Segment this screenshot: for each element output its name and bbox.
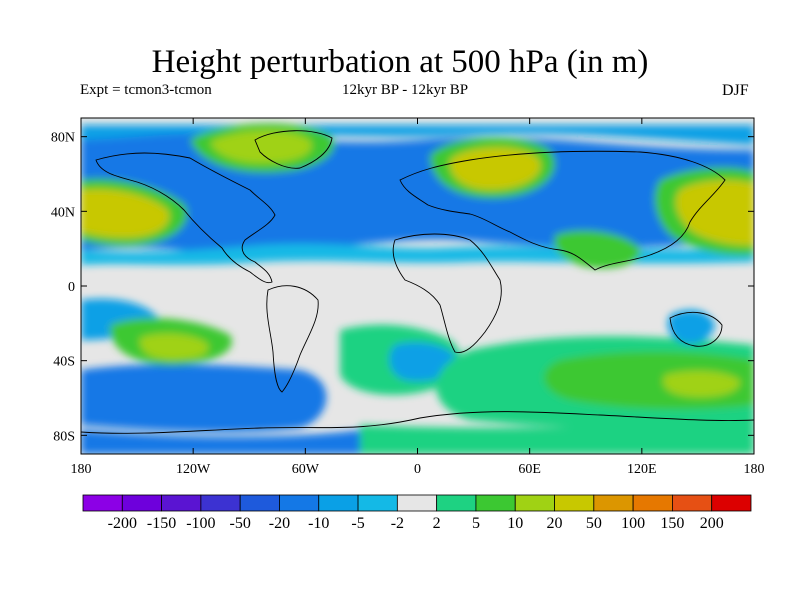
colorbar-label: 150 <box>660 515 684 532</box>
positive-field-europe-core <box>449 147 541 191</box>
season-label: DJF <box>722 82 749 99</box>
negative-field-antarctic <box>81 430 360 454</box>
colorbar-swatch <box>475 494 516 512</box>
x-tick-label: 180 <box>744 462 765 477</box>
chart-title: Height perturbation at 500 hPa (in m) <box>151 44 649 80</box>
colorbar-label: 5 <box>472 515 480 532</box>
positive-field-greenland-core <box>210 130 312 164</box>
positive-field-southern-ocean-core <box>663 370 741 398</box>
perturbation-fields <box>81 123 754 454</box>
y-tick-label: 0 <box>68 280 75 295</box>
coastline-australia <box>669 311 723 347</box>
x-tick-label: 120E <box>627 462 657 477</box>
positive-field-antarctic-east <box>360 420 754 454</box>
experiment-label: Expt = tcmon3-tcmon <box>80 82 212 98</box>
positive-field-asia <box>554 230 641 269</box>
colorbar-label: 20 <box>547 515 563 532</box>
colorbar-swatch <box>593 494 634 512</box>
positive-field-south-pacific-core <box>139 333 209 360</box>
colorbar-swatch <box>514 494 555 512</box>
colorbar-swatch <box>554 494 595 512</box>
colorbar-label: 2 <box>433 515 441 532</box>
coastline-antarctica <box>81 411 754 434</box>
colorbar-swatch <box>632 494 673 512</box>
colorbar-label: -5 <box>351 515 364 532</box>
colorbar-swatch <box>279 494 320 512</box>
colorbar-label: -200 <box>108 515 137 532</box>
colorbar-swatch <box>318 494 359 512</box>
y-tick-label: 80N <box>51 131 75 146</box>
colorbar-label: 100 <box>621 515 645 532</box>
x-tick-label: 120W <box>176 462 211 477</box>
colorbar-swatch <box>200 494 241 512</box>
colorbar-swatch <box>121 494 162 512</box>
positive-field-pacific-west-core <box>675 180 754 246</box>
colorbar-label: -2 <box>391 515 404 532</box>
map-axes: 180 120W 60W 0 60E 120E 180 80N 40N 0 40S 80S <box>51 118 765 477</box>
colorbar-label: -150 <box>147 515 176 532</box>
x-tick-label: 0 <box>414 462 421 477</box>
negative-field-australia <box>667 309 715 345</box>
coastline-north-america <box>95 152 276 284</box>
colorbar-swatch <box>396 494 438 512</box>
coastline-eurasia <box>399 150 726 271</box>
y-tick-label: 40S <box>53 355 75 370</box>
y-tick-label: 40N <box>51 205 75 220</box>
colorbar-label: -50 <box>230 515 251 532</box>
coastline-greenland <box>254 130 333 169</box>
colorbar-label: 10 <box>507 515 523 532</box>
colorbar-label: -20 <box>269 515 290 532</box>
negative-field-south-pacific <box>81 364 327 432</box>
colorbar-label: 200 <box>700 515 724 532</box>
colorbar-swatch <box>672 494 713 512</box>
y-tick-label: 80S <box>53 429 75 444</box>
x-tick-label: 60E <box>518 462 541 477</box>
colorbar-swatch <box>239 494 280 512</box>
coastline-south-america <box>266 285 319 393</box>
colorbar-label: -100 <box>186 515 215 532</box>
colorbar-swatch <box>711 494 752 512</box>
x-tick-label: 60W <box>292 462 320 477</box>
colorbar-label: -10 <box>308 515 329 532</box>
colorbar: -200 -150 -100 -50 -20 -10 -5 -2 2 5 10 20 50 100 150 2… <box>82 494 752 532</box>
map-panel <box>81 118 754 454</box>
coastlines <box>81 130 754 434</box>
x-tick-label: 180 <box>71 462 92 477</box>
positive-field-pacific-east-core <box>81 188 170 238</box>
colorbar-swatch <box>436 494 477 512</box>
colorbar-swatch <box>161 494 202 512</box>
colorbar-swatch <box>357 494 398 512</box>
colorbar-label: 50 <box>586 515 602 532</box>
period-label: 12kyr BP - 12kyr BP <box>342 82 469 98</box>
negative-field-north <box>81 132 754 253</box>
coastline-africa <box>392 233 502 353</box>
colorbar-swatch <box>82 494 123 512</box>
